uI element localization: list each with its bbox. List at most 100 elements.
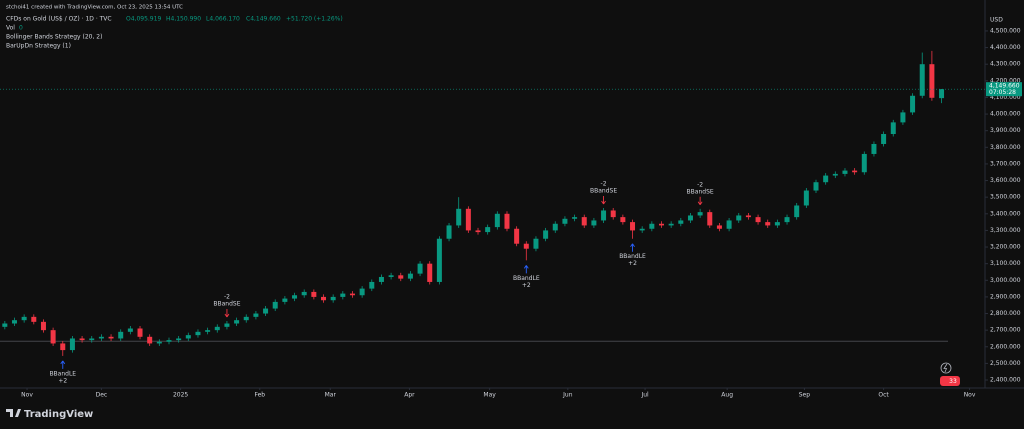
x-tick-label: Aug <box>721 392 733 399</box>
alert-icon[interactable] <box>940 362 952 374</box>
x-tick-label: Dec <box>96 392 108 399</box>
signal-qty: -2 <box>224 294 230 301</box>
candle-body <box>687 215 693 221</box>
candle-body <box>224 323 230 327</box>
candle-body <box>900 112 906 123</box>
candle-body <box>118 331 124 339</box>
y-tick-label: 3,700.000 <box>990 160 1021 167</box>
currency: USD <box>990 17 1003 24</box>
candle-body <box>272 301 278 309</box>
indicator: BarUpDn Strategy (1) <box>6 43 71 50</box>
candle-body <box>774 222 780 226</box>
x-tick-label: Mar <box>325 392 337 399</box>
candle-body <box>40 321 46 331</box>
candle-body <box>69 338 75 351</box>
y-tick-label: 4,100.000 <box>990 94 1021 101</box>
volume-value: 0 <box>19 25 23 32</box>
candle-body <box>398 275 404 279</box>
candle-body <box>369 281 375 289</box>
candle-body <box>803 190 809 206</box>
candle-body <box>263 308 269 314</box>
candle-body <box>50 330 56 344</box>
candle-body <box>658 223 664 226</box>
y-tick-label: 2,800.000 <box>990 310 1021 317</box>
candle-body <box>630 222 636 231</box>
badge-text: 33 <box>949 378 957 385</box>
candle-body <box>871 143 877 154</box>
candle-body <box>359 288 365 296</box>
x-tick-label: May <box>483 392 496 399</box>
candle-body <box>311 291 317 297</box>
candle-body <box>784 217 790 223</box>
candle-body <box>185 335 191 339</box>
candle-body <box>378 276 384 282</box>
chart-title: CFDs on Gold (US$ / OZ) · 1D · TVC <box>6 16 112 23</box>
candle-body <box>321 296 327 301</box>
candle-body <box>243 316 249 321</box>
signal-qty: -2 <box>601 180 607 187</box>
candle-body <box>668 223 674 226</box>
ohlc-value: L4,066.170 <box>206 16 240 23</box>
y-tick-label: 4,200.000 <box>990 77 1021 84</box>
candle-body <box>929 64 935 98</box>
candle-body <box>195 331 201 336</box>
alert-icon-ring <box>940 362 952 374</box>
candle-body <box>910 95 916 113</box>
signal-qty: +2 <box>58 377 67 384</box>
candle-body <box>919 64 925 96</box>
candle-body <box>301 291 307 296</box>
countdown: 07:05:28 <box>989 89 1016 96</box>
signal-arrow <box>630 243 635 252</box>
candle-body <box>543 230 549 239</box>
candle-body <box>755 217 761 223</box>
signal-label: BBandSE <box>590 187 617 194</box>
x-tick-label: Feb <box>254 392 265 399</box>
candle-body <box>678 220 684 224</box>
brand-logo: TradingView <box>6 409 93 420</box>
x-tick-label: 2025 <box>173 392 188 399</box>
candle-body <box>456 208 462 226</box>
candle-body <box>475 230 481 233</box>
candle-body <box>156 341 162 344</box>
candle-body <box>417 263 423 274</box>
candle-body <box>823 175 829 183</box>
candle-body <box>31 316 37 322</box>
signal-arrow <box>224 309 230 318</box>
x-tick-label: Nov <box>21 392 33 399</box>
signal-label: BBandLE <box>619 253 646 260</box>
candle-body <box>176 338 182 341</box>
ohlc-value: O4,095.919 <box>126 16 161 23</box>
y-tick-label: 4,000.000 <box>990 111 1021 118</box>
candle-body <box>282 298 288 302</box>
candle-body <box>108 336 114 339</box>
candle-body <box>166 340 172 342</box>
candle-body <box>214 326 220 331</box>
candle-body <box>11 320 17 324</box>
y-tick-label: 3,500.000 <box>990 194 1021 201</box>
candle-body <box>292 295 298 299</box>
y-tick-label: 2,600.000 <box>990 343 1021 350</box>
y-tick-label: 4,400.000 <box>990 44 1021 51</box>
candle-body <box>349 293 355 296</box>
x-tick-label: Sep <box>799 392 811 399</box>
candle-body <box>881 134 887 144</box>
brand-name: TradingView <box>24 409 93 420</box>
y-tick-label: 4,300.000 <box>990 61 1021 68</box>
y-tick-label: 3,400.000 <box>990 210 1021 217</box>
x-tick-label: Nov <box>964 392 976 399</box>
candle-body <box>21 316 27 321</box>
candle-body <box>427 263 433 282</box>
candle-body <box>60 343 66 351</box>
candle-body <box>745 215 751 218</box>
candle-body <box>601 210 607 221</box>
candle-body <box>794 205 800 218</box>
candle-body <box>736 215 742 221</box>
y-tick-label: 3,600.000 <box>990 177 1021 184</box>
indicator: Bollinger Bands Strategy (20, 2) <box>6 34 102 41</box>
candle-body <box>137 328 143 337</box>
badge[interactable] <box>940 376 960 386</box>
x-tick-label: Jul <box>640 392 649 399</box>
candle-body <box>147 336 153 344</box>
signal-arrow <box>60 360 66 369</box>
